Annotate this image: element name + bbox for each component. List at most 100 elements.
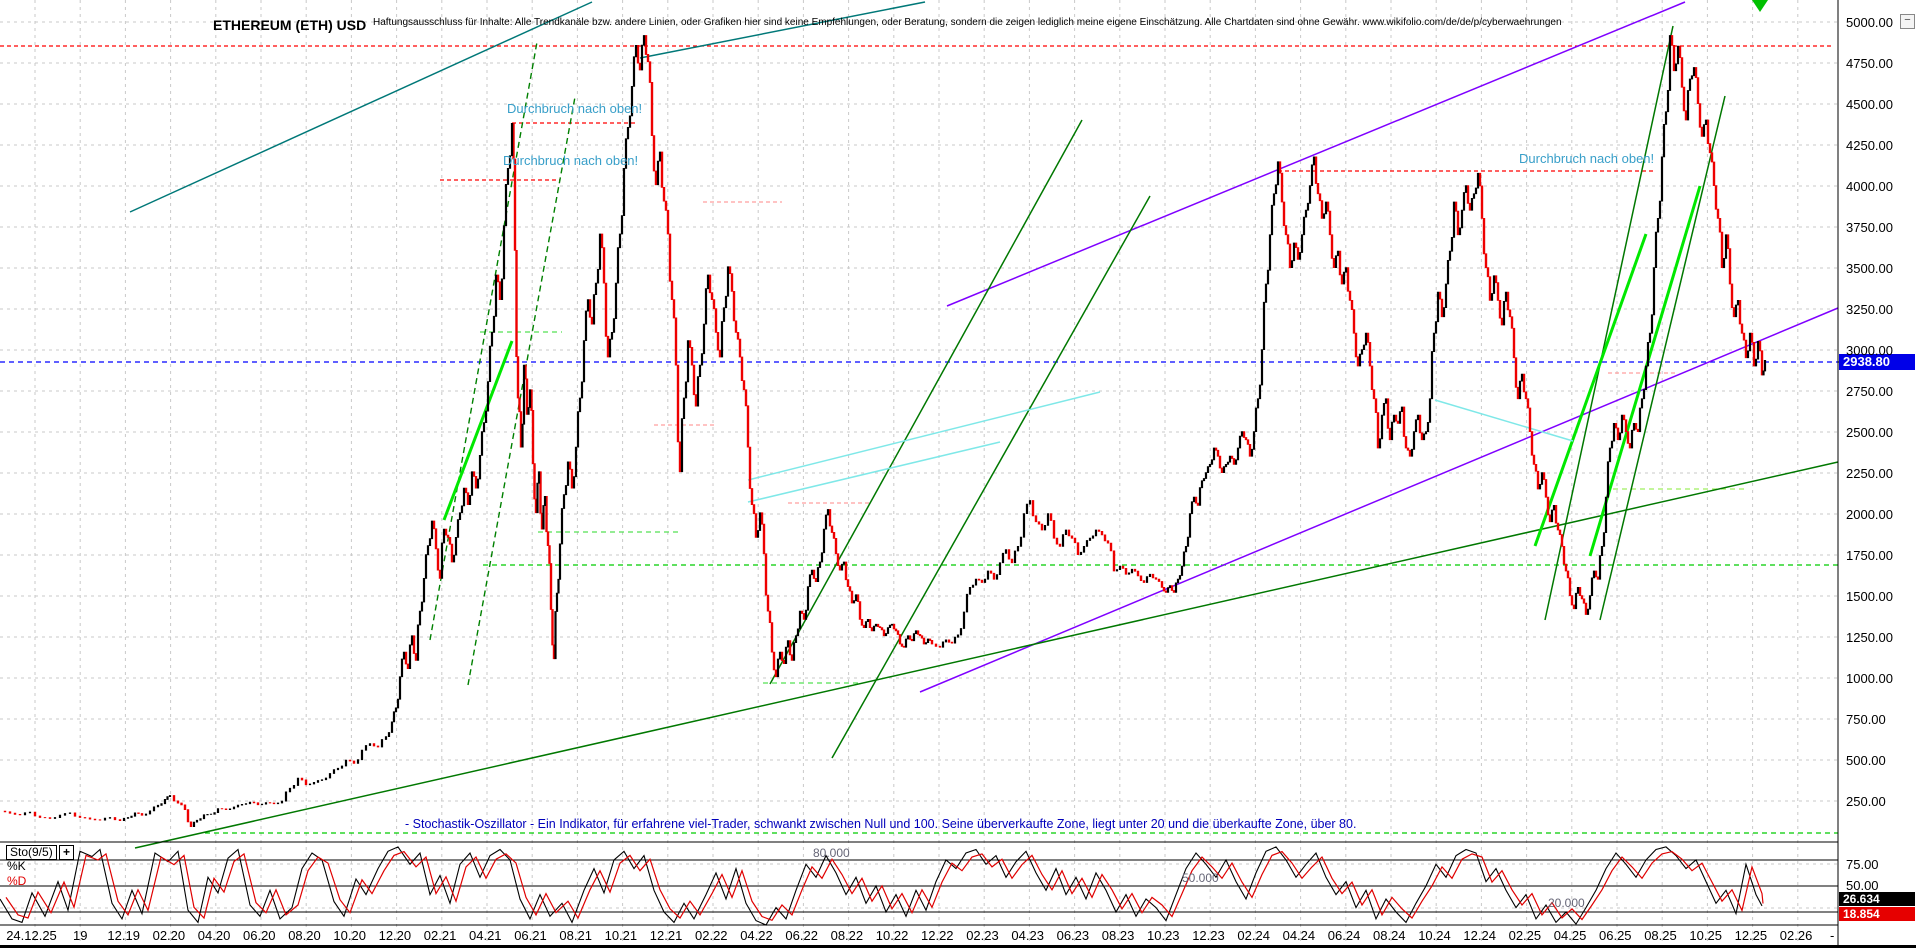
price-axis-label: 2750.00 (1846, 384, 1893, 399)
time-axis-label: 02.23 (966, 928, 999, 943)
time-axis-label: 08.21 (559, 928, 592, 943)
trend-line (1544, 25, 1674, 621)
price-axis-label: 3000.00 (1846, 343, 1893, 358)
price-axis-label: 3250.00 (1846, 302, 1893, 317)
time-axis-label: 24.12.25 (6, 928, 57, 943)
time-axis-label: 04.24 (1282, 928, 1316, 943)
oscillator-axis-label: 50.00 (1846, 878, 1879, 893)
time-axis-label: 10.22 (875, 928, 909, 943)
bottom-bar (0, 945, 1916, 948)
current-price-tag: 2938.80 (1839, 354, 1915, 370)
time-axis-label: 12.24 (1463, 928, 1496, 943)
stochastic-description: - Stochastik-Oszillator - Ein Indikator,… (405, 817, 1357, 831)
time-axis-label: 06.20 (243, 928, 276, 943)
breakout-marker-icon (1752, 0, 1768, 12)
time-axis-label: 02.24 (1237, 928, 1270, 943)
price-axis-label: 250.00 (1846, 794, 1886, 809)
trend-line (429, 41, 538, 641)
time-axis-label: 08.24 (1373, 928, 1406, 943)
indicator-settings-button[interactable]: Sto(9/5) (6, 845, 57, 860)
time-axis-end-dash: - (1830, 928, 1835, 943)
add-indicator-button[interactable]: + (59, 845, 74, 860)
time-axis-label: 04.20 (197, 928, 231, 943)
time-axis-label: 02.26 (1779, 928, 1813, 943)
time-axis-label: 02.22 (695, 928, 728, 943)
trend-line (442, 340, 514, 521)
time-axis-label: 08.22 (830, 928, 864, 943)
disclaimer-text: Haftungsausschluss für Inhalte: Alle Tre… (373, 17, 1562, 28)
stochastic-d-value-tag: 18.854 (1839, 907, 1915, 921)
time-axis-label: 04.23 (1011, 928, 1044, 943)
time-axis-label: 12.23 (1192, 928, 1225, 943)
time-axis-label: 04.22 (740, 928, 773, 943)
time-axis-label: 04.21 (469, 928, 502, 943)
trend-line (1434, 399, 1574, 442)
stochastic-k-line (0, 846, 1763, 926)
price-axis-label: 2000.00 (1846, 507, 1893, 522)
time-axis-label: 02.21 (423, 928, 457, 943)
time-axis-label: 06.23 (1056, 928, 1090, 943)
time-axis-label: 02.25 (1508, 928, 1542, 943)
time-axis-label: 12.21 (649, 928, 683, 943)
chart-title: ETHEREUM (ETH) USD (213, 17, 367, 33)
price-axis-label: 1000.00 (1846, 671, 1893, 686)
trend-line (769, 119, 1083, 685)
breakout-annotation: Durchbruch nach oben! (1519, 151, 1655, 166)
trend-line (831, 195, 1151, 759)
price-axis-label: 750.00 (1846, 712, 1886, 727)
price-axis-label: 4750.00 (1846, 56, 1893, 71)
candles-down (3, 35, 1764, 828)
osc-level-50-label: 50.000 (1182, 871, 1219, 885)
time-axis-label: 08.23 (1101, 928, 1135, 943)
time-axis-label: 12.22 (921, 928, 954, 943)
trend-line (747, 441, 1001, 503)
price-axis-label: 1500.00 (1846, 589, 1893, 604)
price-axis-label: 2250.00 (1846, 466, 1893, 481)
breakout-annotation: Durchbruch nach oben! (503, 153, 639, 168)
time-axis-label: 10.25 (1689, 928, 1722, 943)
time-axis-label: 06.25 (1599, 928, 1632, 943)
time-axis-label: 02.20 (152, 928, 186, 943)
price-axis-label: 3500.00 (1846, 261, 1893, 276)
collapse-chart-button[interactable]: − (1900, 14, 1915, 29)
time-axis-label: 08.20 (288, 928, 321, 943)
time-axis-label: 06.21 (514, 928, 547, 943)
trend-line (129, 1, 593, 213)
time-axis-label: 10.21 (604, 928, 638, 943)
oscillator-axis-label: 75.00 (1846, 857, 1879, 872)
trend-line (134, 461, 1839, 849)
price-axis-label: 1750.00 (1846, 548, 1893, 563)
time-axis-label: 08.25 (1644, 928, 1677, 943)
time-axis-label: 12.25 (1734, 928, 1768, 943)
osc-level-20-label: 20.000 (1548, 896, 1585, 910)
time-axis-label: 12.19 (107, 928, 140, 943)
k-line-label: %K (7, 859, 26, 873)
stochastic-d-line (5, 850, 1764, 922)
trend-line (747, 391, 1101, 481)
stochastic-k-value-tag: 26.634 (1839, 892, 1915, 906)
price-axis-label: 4250.00 (1846, 138, 1893, 153)
time-axis-label: 10.23 (1147, 928, 1180, 943)
osc-level-80-label: 80.000 (813, 846, 850, 860)
trend-line (919, 307, 1839, 693)
time-axis-label: 12.20 (378, 928, 412, 943)
candles-up (23, 35, 1767, 828)
price-axis-label: 2500.00 (1846, 425, 1893, 440)
trend-line (639, 1, 926, 59)
breakout-annotation: Durchbruch nach oben! (507, 101, 643, 116)
time-axis-label: 06.22 (785, 928, 818, 943)
price-axis-label: 3750.00 (1846, 220, 1893, 235)
trend-line (946, 1, 1686, 307)
time-axis-label: 19 (73, 928, 88, 943)
d-line-label: %D (7, 874, 27, 888)
price-axis-label: 4000.00 (1846, 179, 1893, 194)
price-axis-label: 4500.00 (1846, 97, 1893, 112)
price-axis-label: 500.00 (1846, 753, 1886, 768)
price-axis-label: 1250.00 (1846, 630, 1893, 645)
trend-line (1533, 233, 1648, 547)
price-axis-label: 5000.00 (1846, 15, 1893, 30)
time-axis-label: 04.25 (1553, 928, 1587, 943)
time-axis-label: 10.24 (1418, 928, 1451, 943)
